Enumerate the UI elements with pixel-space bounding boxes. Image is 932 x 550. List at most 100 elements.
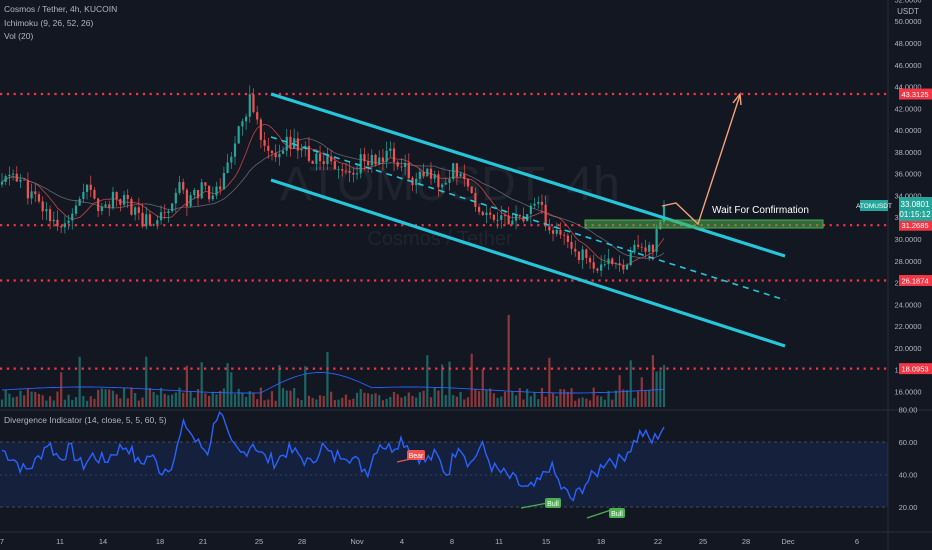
candle-body-165: [611, 258, 614, 265]
candle-body-147: [544, 204, 547, 227]
candle-body-45: [167, 211, 170, 214]
volume-bar-97: [359, 388, 362, 407]
svg-text:Bull: Bull: [611, 511, 623, 518]
candle-body-176: [651, 244, 655, 252]
volume-bar-128: [474, 389, 477, 407]
volume-bar-87: [322, 396, 325, 407]
candle-body-171: [633, 244, 636, 253]
time-tick-13: 22: [654, 537, 662, 546]
volume-bar-115: [426, 355, 429, 407]
symbol-line: Cosmos / Tether, 4h, KUCOIN: [4, 4, 118, 14]
candle-body-7: [26, 179, 29, 199]
candle-body-145: [537, 201, 540, 204]
volume-bar-1: [4, 389, 7, 407]
legend-volume[interactable]: Vol (20): [4, 31, 34, 41]
volume-bar-169: [625, 389, 629, 407]
volume-bar-46: [171, 394, 174, 407]
volume-bar-25: [93, 398, 96, 407]
candle-body-31: [115, 192, 118, 200]
candle-body-179: [662, 205, 666, 222]
volume-bar-6: [23, 395, 26, 407]
candle-body-136: [503, 215, 507, 217]
volume-bar-65: [241, 392, 244, 407]
volume-bar-39: [145, 356, 148, 407]
projection-path: [661, 94, 741, 226]
volume-bar-19: [71, 399, 74, 407]
candle-body-112: [415, 178, 418, 186]
volume-bar-154: [570, 388, 573, 407]
volume-bar-30: [111, 390, 115, 407]
candle-body-14: [52, 219, 55, 222]
volume-bar-48: [178, 387, 181, 407]
candle-body-94: [348, 171, 351, 173]
time-axis[interactable]: 7 11 14 18 21 25 28 Nov 4 8 11 15 18 22 25 28 Dec 6: [0, 537, 859, 546]
candle-body-108: [400, 166, 403, 168]
candle-body-34: [126, 195, 129, 200]
volume-bar-45: [167, 395, 170, 407]
candle-body-155: [574, 248, 577, 252]
volume-bar-88: [326, 352, 329, 407]
volume-bar-73: [270, 391, 274, 407]
horizontal-levels: [0, 92, 888, 370]
candle-body-61: [226, 162, 229, 173]
level-tag-1: 31.2685: [901, 221, 928, 230]
volume-bar-36: [134, 393, 137, 407]
candle-body-93: [344, 170, 348, 172]
candle-body-106: [392, 148, 396, 163]
volume-bar-167: [618, 375, 621, 407]
current-price-tag: ATOMUSDT 33.0801 01:15:12: [856, 197, 932, 221]
volume-bar-123: [455, 396, 458, 407]
candle-body-46: [171, 203, 174, 212]
volume-bar-26: [97, 389, 100, 407]
candle-body-74: [274, 153, 277, 158]
volume-bar-110: [407, 392, 410, 407]
volume-bar-121: [448, 361, 451, 407]
candle-body-97: [359, 154, 362, 174]
candle-body-59: [219, 186, 222, 190]
time-tick-10: 11: [495, 537, 503, 546]
volume-bar-92: [341, 397, 344, 407]
volume-bar-21: [78, 356, 81, 407]
osc-tick-3: 20.00: [899, 503, 918, 512]
candle-body-175: [648, 244, 651, 252]
candle-body-160: [592, 262, 595, 269]
price-axis[interactable]: 52.0000 50.0000 48.0000 46.0000 44.0000 42.00…: [894, 0, 921, 396]
candle-body-18: [67, 220, 70, 224]
candle-body-28: [104, 204, 107, 207]
svg-text:Bear: Bear: [409, 453, 424, 460]
volume-bar-107: [396, 394, 399, 407]
candle-body-168: [622, 265, 625, 270]
volume-bar-109: [404, 396, 407, 407]
candle-body-29: [108, 204, 111, 208]
candle-body-80: [296, 138, 299, 151]
volume-bar-132: [489, 388, 492, 407]
candle-body-58: [215, 186, 218, 196]
legend-ichimoku[interactable]: Ichimoku (9, 26, 52, 26): [4, 18, 94, 28]
volume-bar-60: [222, 388, 225, 407]
volume-bar-53: [196, 389, 200, 407]
volume-bar-5: [19, 390, 22, 407]
volume-bar-163: [603, 399, 606, 407]
candle-body-5: [19, 179, 22, 182]
candle-body-115: [426, 168, 429, 177]
volume-bar-57: [211, 391, 214, 407]
volume-bar-179: [662, 364, 666, 407]
price-tick-5: 42.0000: [894, 104, 921, 113]
time-tick-14: 25: [699, 537, 707, 546]
volume-bar-35: [130, 387, 133, 407]
time-tick-0: 7: [0, 537, 4, 546]
candle-body-144: [533, 203, 536, 206]
legend-oscillator[interactable]: Divergence Indicator (14, close, 5, 5, 6…: [4, 415, 167, 425]
price-tick-18: 16.0000: [894, 387, 921, 396]
oscillator-axis[interactable]: 80.00 60.00 40.00 20.00: [899, 406, 918, 513]
candle-body-98: [363, 154, 366, 162]
time-tick-11: 15: [542, 537, 550, 546]
volume-bar-89: [330, 391, 333, 407]
confirmation-zone: [584, 219, 824, 229]
volume-bar-77: [285, 390, 288, 407]
candle-body-157: [581, 249, 584, 261]
volume-bar-143: [529, 396, 532, 407]
volume-bar-130: [481, 369, 484, 407]
